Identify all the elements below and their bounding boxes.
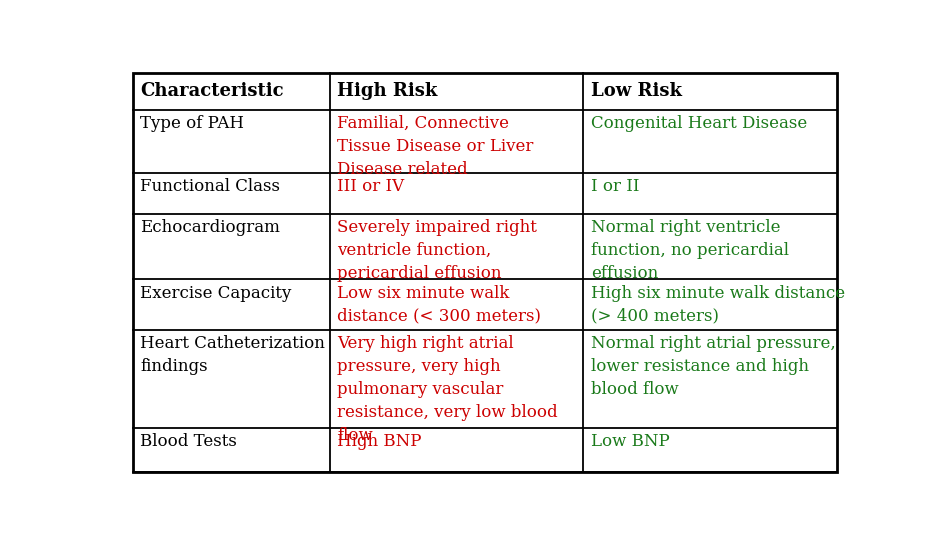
Text: Type of PAH: Type of PAH xyxy=(140,115,244,132)
Text: High BNP: High BNP xyxy=(338,433,422,450)
Text: Low six minute walk
distance (< 300 meters): Low six minute walk distance (< 300 mete… xyxy=(338,285,541,325)
Text: High six minute walk distance
(> 400 meters): High six minute walk distance (> 400 met… xyxy=(590,285,845,325)
Text: High Risk: High Risk xyxy=(338,83,438,100)
Text: Exercise Capacity: Exercise Capacity xyxy=(140,285,291,302)
Text: Severely impaired right
ventricle function,
pericardial effusion: Severely impaired right ventricle functi… xyxy=(338,219,537,282)
Text: Normal right ventricle
function, no pericardial
effusion: Normal right ventricle function, no peri… xyxy=(590,219,789,282)
Text: I or II: I or II xyxy=(590,178,639,195)
Text: Very high right atrial
pressure, very high
pulmonary vascular
resistance, very l: Very high right atrial pressure, very hi… xyxy=(338,335,558,444)
Text: Blood Tests: Blood Tests xyxy=(140,433,237,450)
Text: Echocardiogram: Echocardiogram xyxy=(140,219,280,237)
Text: Heart Catheterization
findings: Heart Catheterization findings xyxy=(140,335,325,375)
Text: Characteristic: Characteristic xyxy=(140,83,284,100)
Text: Low Risk: Low Risk xyxy=(590,83,682,100)
Text: Familial, Connective
Tissue Disease or Liver
Disease related: Familial, Connective Tissue Disease or L… xyxy=(338,115,534,178)
Text: Normal right atrial pressure,
lower resistance and high
blood flow: Normal right atrial pressure, lower resi… xyxy=(590,335,835,398)
Text: III or IV: III or IV xyxy=(338,178,405,195)
Text: Functional Class: Functional Class xyxy=(140,178,280,195)
Text: Low BNP: Low BNP xyxy=(590,433,670,450)
Text: Congenital Heart Disease: Congenital Heart Disease xyxy=(590,115,807,132)
